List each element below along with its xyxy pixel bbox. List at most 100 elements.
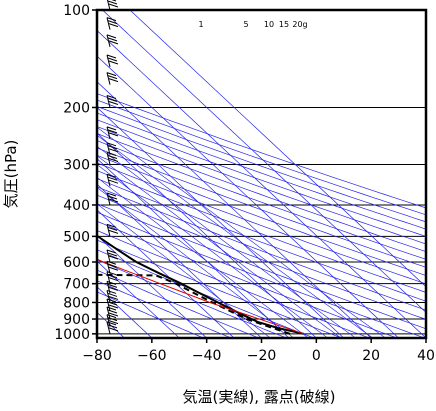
wind-barb-feather [106,306,117,311]
wind-barb-feather [108,132,119,137]
wind-barb [106,223,119,237]
wind-barb-feather [106,152,117,156]
wind-barb-feather [106,260,117,265]
mixing-ratio-line [97,176,309,338]
x-tick-label: −80 [82,348,112,364]
wind-barb-feather [108,40,119,45]
isotherm-line [97,30,426,338]
isotherm-line [129,10,426,288]
wind-barb-shaft [106,290,111,303]
dry-adiabat-line [97,126,426,245]
wind-barb-shaft [106,306,111,320]
dry-adiabat-line [97,211,425,338]
wind-barb-feather [108,277,119,282]
wind-barb-feather [106,192,117,197]
mixing-ratio-line [97,126,386,338]
dewpoint-line [97,273,291,335]
wind-barb-feather [107,145,118,150]
wind-barb-feather [108,101,119,105]
x-tick-label: −60 [137,348,167,364]
dry-adiabat-line [97,203,426,330]
wind-barb-feather [106,126,117,131]
wind-barb [106,249,119,263]
wind-barb [106,280,119,294]
mixing-ratio-labels: 1 5 10 15 20g [198,20,307,29]
wind-barb-shaft [106,0,111,11]
wind-barb-feather [106,271,117,276]
wind-barb-feather [107,274,118,279]
wind-barb-feather [106,173,117,178]
mixing-ratio-line [97,164,328,338]
dry-adiabat-line [97,280,232,338]
y-tick-label: 200 [63,100,90,116]
mixing-ratio-line [97,186,294,338]
dry-adiabat-line [97,119,426,237]
wind-barb-feather [107,20,118,25]
temperature-line [97,234,304,335]
wind-barb-feather [108,304,119,309]
wind-barb-feather [106,314,117,319]
wind-barb-feather [108,60,119,65]
wind-barb-feather [106,289,117,294]
dry-adiabat-line [97,162,426,285]
isotherm-line [102,10,426,313]
wind-barb [106,72,119,85]
wind-barb-shaft [106,34,111,48]
dry-adiabat-line [97,112,426,230]
wind-barb-feather [106,17,117,22]
y-tick-label: 600 [63,255,90,271]
dry-adiabat-line [97,93,426,209]
wind-barb-feather [107,129,118,134]
wind-barb-feather [108,179,119,184]
dry-adiabat-line [97,259,287,338]
y-tick-label: 500 [63,229,90,245]
wind-barb-feather [106,54,117,59]
wind-barb [106,152,119,165]
wind-barb-shaft [106,72,111,85]
wind-barb-feather [108,255,119,260]
wind-barb [106,260,119,274]
dry-adiabat-line [97,106,426,223]
wind-barb [106,192,119,206]
wind-barb-shaft [106,152,111,165]
y-axis-label: 気圧(hPa) [2,140,20,209]
dry-adiabat-line [97,133,426,252]
wind-barb-feather [108,3,119,8]
wind-barb-shaft [106,142,111,155]
wind-barb-feather [108,295,119,300]
wind-barb-feather [107,57,118,62]
isotherm-line [97,260,180,338]
y-tick-label: 400 [63,198,90,214]
isotherm-line [97,106,344,338]
y-tick-label: 100 [63,3,90,19]
wind-barbs [106,0,119,334]
wind-barb [106,289,119,303]
wind-barb-feather [106,34,117,39]
wind-barb [106,0,119,11]
wind-barb-feather [106,249,117,254]
wind-barb-feather [107,263,118,268]
y-tick-label: 700 [63,277,90,293]
y-tick-label: 1000 [54,327,90,343]
x-tick-label: −20 [247,348,277,364]
dry-adiabat-line [97,239,342,338]
wind-barb-shaft [106,261,111,274]
wind-barb [106,142,119,155]
wind-barb-shaft [106,321,111,334]
dry-adiabat-line [97,147,426,268]
wind-barb-feather [107,283,118,288]
wind-barb-shaft [106,281,111,294]
mixing-ratio-line [97,134,373,338]
x-tick-label: 20 [362,348,380,364]
wind-barb [106,34,119,48]
isotherm-line [97,81,372,338]
wind-barb-feather [107,98,118,102]
wind-barb-feather [108,320,119,325]
mixing-ratio-label: 20g [292,20,307,29]
wind-barb-feather [108,148,119,153]
wind-barb-feather [106,95,117,99]
wind-barb-shaft [106,192,111,206]
wind-barb-shaft [106,95,111,108]
mixing-ratio-line [97,155,342,338]
